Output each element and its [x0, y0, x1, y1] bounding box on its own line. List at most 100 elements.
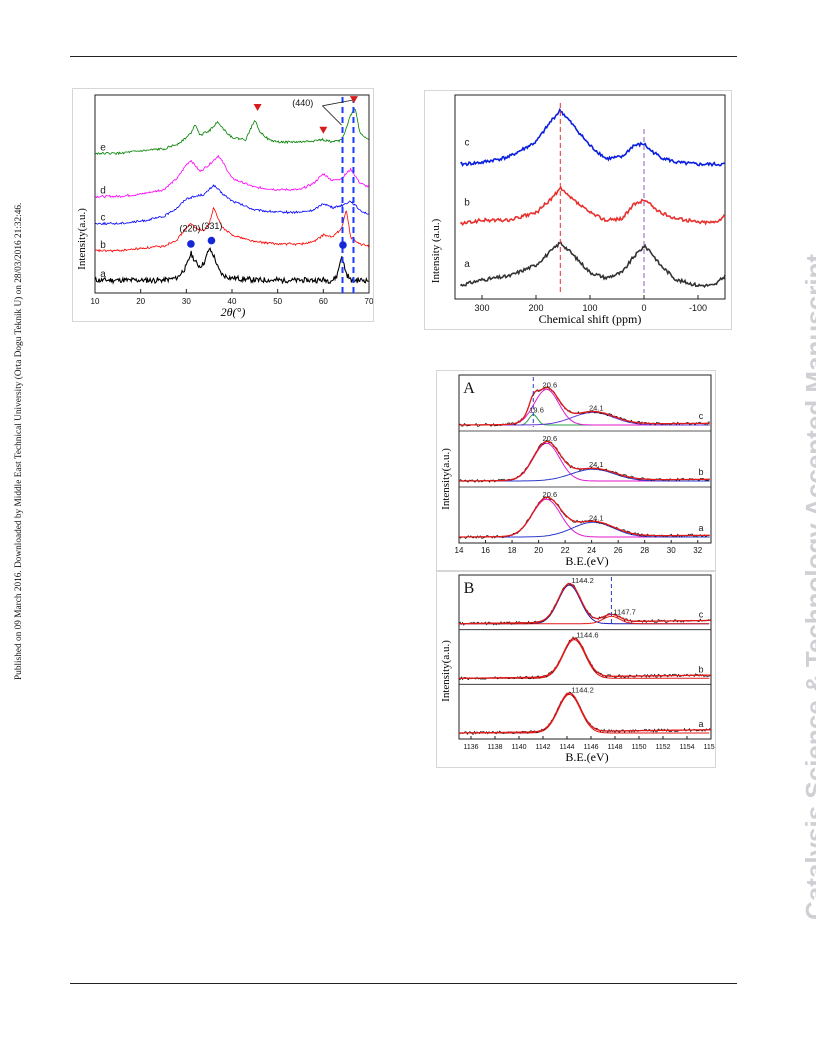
xps-a-xtick-label: 20 — [534, 546, 543, 555]
xps-b-xtick-label: 1136 — [463, 744, 478, 751]
xps-b-peak-label-b: 1144.6 — [576, 631, 598, 640]
xps-a-peak-label-b: 20.6 — [543, 434, 558, 443]
xrd-ylabel: Intensity(a.u.) — [76, 208, 88, 270]
xps-b-xtick-label: 1152 — [655, 744, 670, 751]
xps-a-envelope-b — [459, 442, 710, 482]
xrd-series-label-d: d — [100, 185, 106, 196]
xps-b-peak-label-c: 1144.2 — [571, 576, 593, 585]
xps-a-xtick-label: 14 — [455, 546, 464, 555]
xps-a-subpanel-label-a: a — [698, 523, 703, 533]
xps-b-panel-letter: B — [464, 580, 475, 597]
xrd-series-e — [95, 109, 369, 154]
xps-b-raw-b — [459, 637, 711, 680]
xrd-plot-frame — [95, 95, 369, 293]
nmr-series-a — [460, 242, 725, 286]
xps-b-xtick-label: 1148 — [607, 744, 622, 751]
xrd-xtick-label: 70 — [365, 297, 373, 306]
xps-a-panel-letter: A — [463, 380, 475, 397]
xps-a-raw-b — [459, 440, 710, 482]
top-rule — [70, 56, 737, 57]
xrd-series-c — [95, 185, 369, 225]
xps-a-envelope-c — [459, 388, 710, 425]
xps-a-fit-b-0 — [459, 443, 710, 481]
xps-a-plot-frame — [459, 375, 711, 543]
xrd-annotation-331: (331) — [201, 221, 222, 231]
xrd-series-label-e: e — [100, 142, 106, 153]
xps-a-peak-label-c: 24.1 — [589, 403, 604, 412]
xrd-marker-circle — [187, 240, 195, 248]
xps-a-peak-label-c: 20.6 — [543, 380, 558, 389]
xrd-series-b — [95, 208, 369, 252]
xrd-xlabel: 2θ(°) — [221, 305, 246, 319]
xps-b-envelope-b — [459, 638, 711, 678]
xps-a-xtick-label: 30 — [667, 546, 676, 555]
xps-b-plot-frame — [459, 575, 711, 739]
xps-b-raw-a — [459, 692, 711, 734]
xps-b-fit-b-0 — [459, 640, 709, 679]
xrd-annotation-arrow — [322, 106, 341, 125]
watermark-text: Catalysis Science & Technology Accepted … — [800, 254, 816, 920]
xps-a-peak-label-a: 20.6 — [543, 490, 558, 499]
xps-b-peak-label-a: 1144.2 — [571, 685, 593, 694]
xps-a-xtick-label: 32 — [693, 546, 702, 555]
xrd-chart: Intensity(a.u.) 2θ(°) 10 20 30 40 50 60 70 a b c d… — [72, 88, 374, 322]
xps-b-chart-svg: Intensity(a.u.) B.E.(eV) 1136 1138 1140 114… — [437, 571, 715, 767]
nmr-xtick-label: 200 — [528, 303, 543, 313]
nmr-xtick-label: 300 — [474, 303, 489, 313]
nmr-chart-svg: Intensity (a.u.) Chemical shift (ppm) 30… — [425, 91, 731, 329]
xps-a-fit-a-0 — [459, 499, 710, 537]
xrd-xtick-label: 60 — [319, 297, 328, 306]
xps-b-subpanel-label-b: b — [698, 664, 703, 674]
xps-b-envelope-c — [459, 584, 711, 624]
nmr-series-label-b: b — [464, 197, 470, 208]
bottom-rule — [70, 983, 737, 984]
xrd-xtick-label: 50 — [273, 297, 282, 306]
xrd-series-label-b: b — [100, 240, 106, 251]
xrd-marker-triangle — [319, 127, 327, 134]
xps-a-fit-a-1 — [459, 522, 710, 537]
xps-b-peak-label-c: 1147.7 — [613, 607, 635, 616]
xps-b-envelope-a — [459, 693, 711, 733]
xps-a-xtick-label: 28 — [640, 546, 649, 555]
xps-b-subpanel-label-a: a — [698, 719, 703, 729]
xps-a-raw-c — [459, 386, 710, 426]
xrd-xtick-label: 30 — [182, 297, 191, 306]
sidebar-text: Published on 09 March 2016. Downloaded b… — [14, 203, 24, 680]
xps-a-ylabel: Intensity(a.u.) — [440, 448, 452, 510]
nmr-series-label-c: c — [465, 138, 470, 149]
xps-a-raw-a — [459, 496, 710, 538]
nmr-xtick-label: 0 — [641, 303, 646, 313]
xps-a-subpanel-label-b: b — [698, 467, 703, 477]
xps-b-subpanel-label-c: c — [699, 610, 704, 620]
nmr-chart: Intensity (a.u.) Chemical shift (ppm) 30… — [424, 90, 732, 330]
xps-b-xtick-label: 1138 — [487, 744, 502, 751]
nmr-xtick-label: -100 — [689, 303, 707, 313]
xps-b-raw-c — [459, 583, 711, 625]
xps-a-chart-svg: Intensity(a.u.) B.E.(eV) 14 16 18 20 22 24 26 2… — [437, 371, 715, 571]
xps-a-xtick-label: 22 — [561, 546, 570, 555]
nmr-ylabel: Intensity (a.u.) — [430, 218, 442, 283]
xrd-series-d — [95, 156, 369, 198]
xrd-annotation-440: (440) — [292, 98, 313, 108]
xps-b-ylabel: Intensity(a.u.) — [440, 640, 452, 702]
xrd-annotation-220: (220) — [179, 224, 200, 234]
xps-b-xtick-label: 1140 — [511, 744, 526, 751]
xps-b-xtick-label: 1146 — [583, 744, 598, 751]
xps-b-xtick-label: 1154 — [679, 744, 694, 751]
xrd-marker-triangle — [254, 104, 262, 111]
publication-sidebar: Published on 09 March 2016. Downloaded b… — [8, 130, 28, 690]
xrd-marker-triangle — [350, 96, 358, 103]
journal-watermark: Catalysis Science & Technology Accepted … — [772, 130, 812, 930]
nmr-xlabel: Chemical shift (ppm) — [539, 312, 642, 326]
xps-a-xlabel: B.E.(eV) — [565, 554, 608, 568]
xps-b-fit-c-0 — [459, 585, 709, 624]
xps-a-subpanel-label-c: c — [699, 411, 704, 421]
xrd-marker-circle — [339, 241, 347, 249]
xps-a-envelope-a — [459, 497, 710, 537]
xps-b-xtick-label: 1144 — [559, 744, 574, 751]
xrd-series-label-a: a — [100, 269, 106, 280]
xps-b-chart: Intensity(a.u.) B.E.(eV) 1136 1138 1140 114… — [436, 570, 716, 768]
nmr-series-b — [460, 187, 725, 224]
nmr-series-c — [460, 110, 725, 166]
xrd-series-label-c: c — [101, 213, 106, 224]
